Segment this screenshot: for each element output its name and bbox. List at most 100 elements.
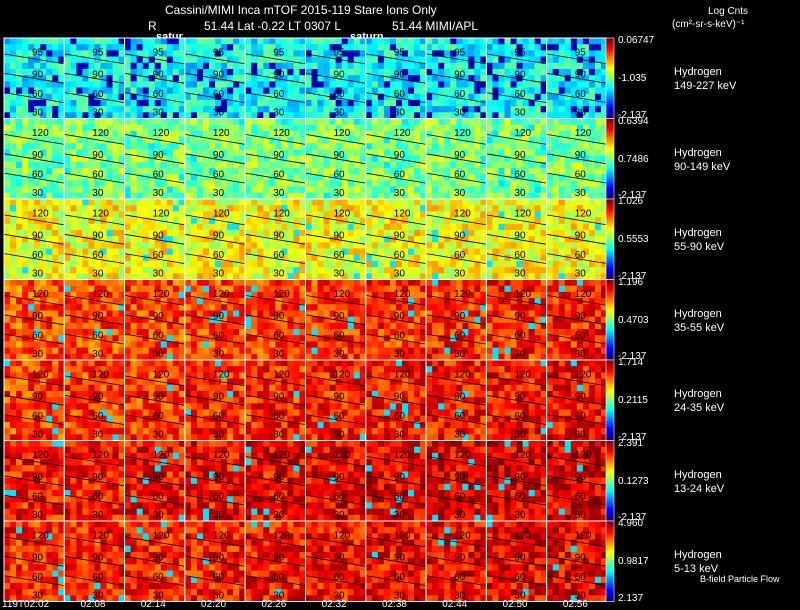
contour-label: 90 <box>153 391 165 402</box>
contour-label: 120 <box>92 370 109 381</box>
contour-label: 30 <box>334 349 346 360</box>
contour-label: 120 <box>273 370 290 381</box>
contour-label: 60 <box>32 330 44 341</box>
contour-label: 120 <box>334 209 351 220</box>
contour-label: 120 <box>92 531 109 542</box>
time-tick-label: 02:26 <box>261 599 286 610</box>
contour-label: 120 <box>514 370 531 381</box>
contour-label: 30 <box>575 429 587 440</box>
contour-label: 95 <box>334 48 346 59</box>
colorbar <box>606 199 614 280</box>
contour-label: 60 <box>273 169 285 180</box>
contour-label: 120 <box>454 531 471 542</box>
contour-label: 90 <box>394 69 406 80</box>
contour-label: 30 <box>213 510 225 521</box>
contour-label: 60 <box>454 169 466 180</box>
contour-label: 60 <box>334 250 346 261</box>
contour-label: 60 <box>334 572 346 583</box>
contour-label: 60 <box>92 572 104 583</box>
contour-label: 60 <box>514 250 526 261</box>
contour-label: 90 <box>32 69 44 80</box>
contour-label: 90 <box>575 552 587 563</box>
contour-label: 90 <box>575 150 587 161</box>
contour-label: 60 <box>92 491 104 502</box>
contour-label: 30 <box>575 510 587 521</box>
contour-label: 120 <box>454 450 471 461</box>
contour-label: 120 <box>334 289 351 300</box>
contour-label: 60 <box>273 491 285 502</box>
contour-label: 30 <box>394 429 406 440</box>
contour-label: 120 <box>92 289 109 300</box>
contour-label: 30 <box>32 107 44 118</box>
energy-range-label: 24-35 keV <box>674 402 724 415</box>
contour-label: 90 <box>273 472 285 483</box>
contour-label: 90 <box>575 311 587 322</box>
colorbar-mid: 0.5553 <box>618 235 649 245</box>
contour-label: 60 <box>213 411 225 422</box>
colorbar-max: 0.6394 <box>618 117 649 127</box>
contour-label: 120 <box>153 209 170 220</box>
contour-label: 90 <box>273 311 285 322</box>
contour-label: 120 <box>153 531 170 542</box>
colorbar-min: 2.137 <box>618 594 643 604</box>
contour-label: 60 <box>213 330 225 341</box>
contour-label: 90 <box>32 311 44 322</box>
contour-label: 90 <box>213 69 225 80</box>
contour-label: 90 <box>334 391 346 402</box>
contour-label: 30 <box>32 429 44 440</box>
contour-label: 120 <box>213 531 230 542</box>
contour-label: 90 <box>575 391 587 402</box>
contour-label: 30 <box>334 107 346 118</box>
contour-label: 60 <box>213 169 225 180</box>
contour-label: 30 <box>153 510 165 521</box>
contour-label: 30 <box>575 107 587 118</box>
contour-label: 60 <box>92 330 104 341</box>
contour-label: 120 <box>575 289 592 300</box>
contour-label: 90 <box>334 472 346 483</box>
contour-label: 90 <box>394 391 406 402</box>
contour-label: 120 <box>575 370 592 381</box>
contour-label: 120 <box>153 450 170 461</box>
contour-label: 120 <box>575 531 592 542</box>
colorbar-max: 2.391 <box>618 439 643 449</box>
contour-label: 90 <box>153 230 165 241</box>
contour-label: 90 <box>454 552 466 563</box>
contour-label: 90 <box>394 472 406 483</box>
contour-label: 30 <box>334 429 346 440</box>
colorbar-mid: 0.4703 <box>618 316 649 326</box>
contour-label: 90 <box>273 69 285 80</box>
contour-label: 60 <box>575 411 587 422</box>
contour-label: 60 <box>273 411 285 422</box>
contour-label: 30 <box>32 510 44 521</box>
contour-label: 90 <box>334 311 346 322</box>
contour-label: 30 <box>92 510 104 521</box>
contour-label: 90 <box>92 472 104 483</box>
contour-label: 30 <box>32 188 44 199</box>
contour-label: 30 <box>273 188 285 199</box>
